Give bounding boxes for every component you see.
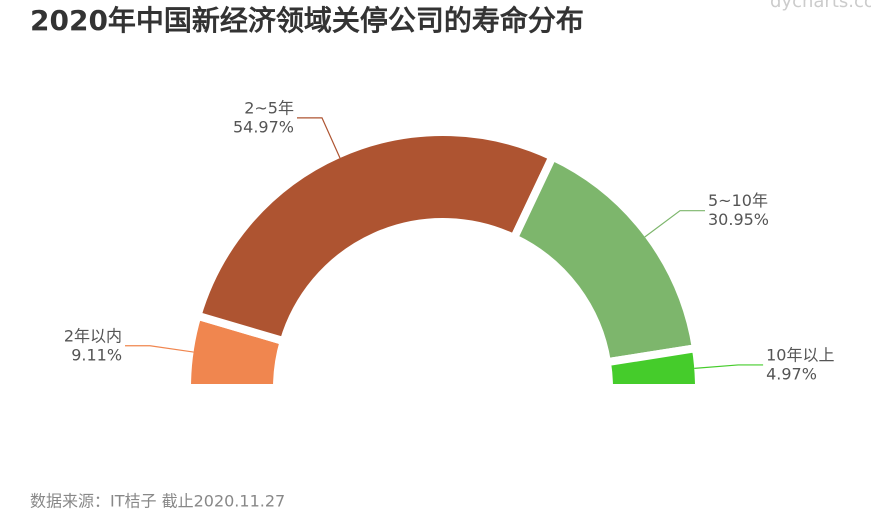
leader-line [694,364,764,369]
slice [602,343,704,392]
chart-title: 2020年中国新经济领域关停公司的寿命分布 [30,4,584,37]
slice-label: 2~5年 [244,98,294,117]
value-label: 9.11% [71,345,122,364]
slice [508,151,701,367]
slice-label: 2年以内 [64,326,122,345]
leader-line [296,117,341,159]
value-label: 30.95% [708,210,769,229]
watermark: dycharts.com [770,0,871,12]
slice-label: 10年以上 [766,345,834,364]
leader-line [125,345,194,353]
value-label: 4.97% [766,364,817,383]
source-note: 数据来源：IT桔子 截止2020.11.27 [30,492,285,511]
leader-line [644,210,706,238]
slice-label: 5~10年 [708,191,768,210]
value-label: 54.97% [233,117,294,136]
slice [192,128,558,347]
